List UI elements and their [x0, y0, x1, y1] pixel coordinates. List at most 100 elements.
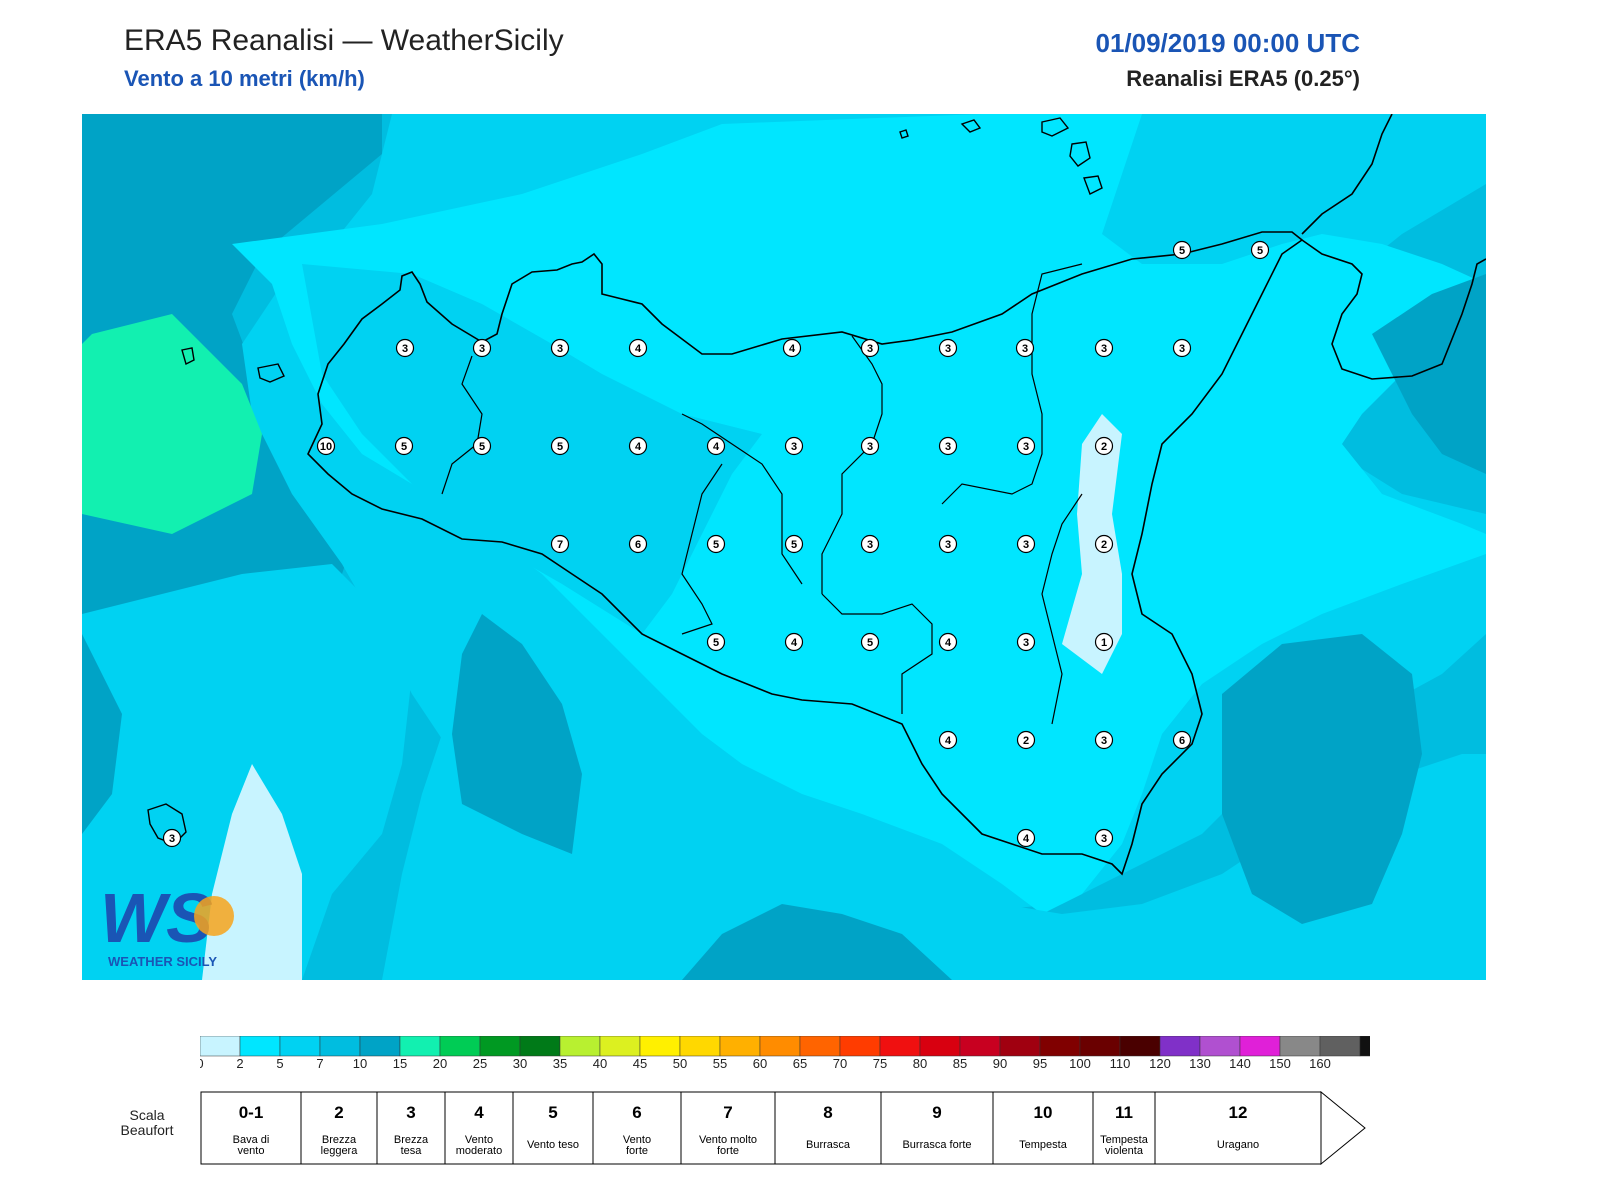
field-mid-southwest — [82, 564, 412, 980]
station-circle — [706, 534, 726, 554]
station-marker: 5 — [706, 534, 726, 554]
beaufort-number: 0-1 — [239, 1103, 264, 1122]
colorbar-tick-label: 90 — [993, 1056, 1007, 1070]
station-circle — [395, 338, 415, 358]
colorbar-tick-label: 95 — [1033, 1056, 1047, 1070]
colorbar-tick-label: 10 — [353, 1056, 367, 1070]
colorbar-tick-label: 2 — [236, 1056, 243, 1070]
island-lipari — [1069, 141, 1091, 167]
station-marker: 3 — [1094, 338, 1114, 358]
station-marker: 3 — [860, 338, 880, 358]
colorbar-tick-label: 110 — [1110, 1056, 1131, 1070]
station-circle — [1172, 338, 1192, 358]
colorbar-swatch — [399, 1036, 441, 1057]
station-marker: 3 — [1016, 632, 1036, 652]
station-value: 5 — [401, 441, 407, 453]
beaufort-name: Vento — [623, 1134, 651, 1146]
station-marker: 5 — [1250, 240, 1270, 260]
beaufort-name: vento — [238, 1145, 265, 1157]
station-marker: 3 — [1094, 730, 1114, 750]
beaufort-box — [1092, 1091, 1156, 1165]
station-value: 3 — [867, 441, 873, 453]
colorbar-swatch — [519, 1036, 561, 1057]
beaufort-box — [1154, 1091, 1322, 1165]
beaufort-box — [376, 1091, 446, 1165]
colorbar-tick-label: 15 — [393, 1056, 407, 1070]
station-value: 6 — [1179, 735, 1185, 747]
station-marker: 3 — [938, 338, 958, 358]
station-value: 7 — [557, 539, 563, 551]
station-marker: 3 — [860, 436, 880, 456]
field-dark-south-bottom — [682, 904, 952, 980]
colorbar-swatch — [279, 1036, 321, 1057]
station-circle — [706, 632, 726, 652]
station-circle — [550, 338, 570, 358]
station-marker: 4 — [784, 632, 804, 652]
colorbar-tick-label: 60 — [753, 1056, 767, 1070]
station-marker: 3 — [550, 338, 570, 358]
station-value: 4 — [791, 637, 798, 649]
station-circle — [1172, 730, 1192, 750]
colorbar-swatch — [919, 1036, 961, 1057]
station-circle — [706, 436, 726, 456]
colorbar-swatch — [1319, 1036, 1361, 1057]
station-marker: 5 — [472, 436, 492, 456]
station-circle — [628, 436, 648, 456]
colorbar-swatch — [479, 1036, 521, 1057]
colorbar-tick-label: 70 — [833, 1056, 847, 1070]
chart-title: ERA5 Reanalisi — WeatherSicily — [124, 24, 564, 57]
colorbar-swatch — [1279, 1036, 1321, 1057]
station-circle — [938, 632, 958, 652]
station-circle — [938, 534, 958, 554]
beaufort-name: Vento — [465, 1134, 493, 1146]
beaufort-name: Brezza — [394, 1134, 429, 1146]
station-value: 3 — [1179, 343, 1185, 355]
station-circle — [550, 534, 570, 554]
station-marker: 2 — [1094, 534, 1114, 554]
data-source: Reanalisi ERA5 (0.25°) — [1126, 66, 1360, 91]
colorbar-tick-label: 150 — [1269, 1056, 1291, 1070]
colorbar-tick-label: 25 — [473, 1056, 487, 1070]
station-circle — [1016, 730, 1036, 750]
station-circle — [394, 436, 414, 456]
colorbar-tick-label: 140 — [1229, 1056, 1251, 1070]
wind-map: 3 3 3 4 4 3 3 3 3 3 10 5 5 5 4 4 3 3 3 3 2 7 6 5 5 3 3 3 2 5 4 5 4 3 1 4 2 3 6… — [82, 114, 1486, 980]
beaufort-name: Brezza — [322, 1134, 357, 1146]
station-value: 2 — [1023, 735, 1029, 747]
station-marker: 4 — [706, 436, 726, 456]
station-value: 3 — [479, 343, 485, 355]
station-marker: 3 — [472, 338, 492, 358]
station-value: 4 — [713, 441, 720, 453]
colorbar-tick-label: 160 — [1309, 1056, 1331, 1070]
beaufort-class: 5 Vento teso — [512, 1091, 594, 1165]
colorbar-tick-label: 35 — [553, 1056, 567, 1070]
station-circle — [860, 534, 880, 554]
station-marker: 1 — [1094, 632, 1114, 652]
station-value: 4 — [945, 735, 952, 747]
colorbar-swatch — [959, 1036, 1001, 1057]
island-favignana — [257, 363, 285, 383]
station-marker: 5 — [394, 436, 414, 456]
station-circle — [628, 338, 648, 358]
station-marker: 2 — [1094, 436, 1114, 456]
station-marker: 4 — [628, 338, 648, 358]
colorbar-swatch — [1159, 1036, 1201, 1057]
islands — [147, 117, 1103, 845]
station-marker: 3 — [1016, 534, 1036, 554]
station-value: 3 — [402, 343, 408, 355]
station-marker: 3 — [938, 534, 958, 554]
colorbar-tick-label: 40 — [593, 1056, 607, 1070]
colorbar-swatch — [639, 1036, 681, 1057]
beaufort-class: 12 Uragano — [1154, 1091, 1322, 1165]
colorbar-swatch — [999, 1036, 1041, 1057]
station-value: 3 — [867, 539, 873, 551]
station-value: 3 — [169, 833, 175, 845]
beaufort-scale-label: Scala Beaufort — [120, 1107, 174, 1138]
station-value: 5 — [1179, 245, 1185, 257]
beaufort-class: 10 Tempesta — [992, 1091, 1094, 1165]
colorbar-swatch — [679, 1036, 721, 1057]
beaufort-number: 8 — [823, 1103, 832, 1122]
